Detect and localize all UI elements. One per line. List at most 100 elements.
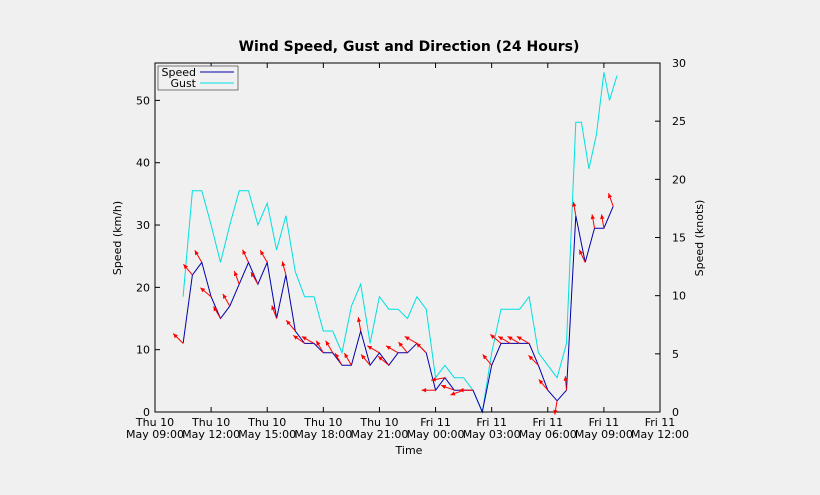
- direction-arrow-head: [378, 356, 383, 361]
- y-left-tick-label: 0: [143, 406, 150, 419]
- direction-arrow: [281, 261, 287, 276]
- legend: Speed Gust: [157, 65, 239, 91]
- direction-arrow-head: [516, 336, 522, 341]
- direction-arrow: [385, 345, 399, 354]
- direction-arrow-head: [572, 201, 577, 207]
- direction-arrow-head: [490, 334, 496, 339]
- direction-arrow: [572, 201, 577, 216]
- direction-arrow-head: [398, 342, 404, 347]
- direction-arrow-head: [404, 336, 410, 341]
- direction-arrow-head: [431, 377, 436, 382]
- direction-arrow: [356, 317, 362, 332]
- direction-arrow: [271, 305, 278, 319]
- direction-arrow: [398, 341, 408, 354]
- x-tick-label: May 00:00: [407, 428, 465, 441]
- direction-arrows: [172, 193, 614, 415]
- direction-arrow-head: [361, 354, 366, 360]
- direction-arrow-head: [563, 376, 568, 381]
- direction-arrow: [200, 287, 212, 298]
- x-tick-label: Fri 11: [532, 416, 563, 429]
- y-right-tick-label: 10: [672, 290, 686, 303]
- x-tick-label: Thu 10: [135, 416, 174, 429]
- direction-arrow-head: [590, 214, 595, 220]
- direction-arrow: [343, 352, 352, 366]
- x-axis-label: Time: [395, 444, 423, 457]
- x-tick-label: May 18:00: [294, 428, 352, 441]
- direction-arrow-head: [553, 409, 558, 415]
- y-left-tick-label: 40: [136, 157, 150, 170]
- direction-arrow: [516, 335, 530, 344]
- x-tick-label: Fri 11: [476, 416, 507, 429]
- direction-arrow-head: [183, 264, 188, 269]
- x-tick-label: Fri 11: [420, 416, 451, 429]
- direction-arrow-head: [498, 336, 504, 341]
- y-right-tick-label: 5: [672, 348, 679, 361]
- x-tick-label: Fri 11: [645, 416, 676, 429]
- direction-arrow: [242, 249, 249, 263]
- direction-arrow-head: [301, 336, 307, 341]
- direction-arrow-head: [367, 345, 373, 350]
- direction-arrow-head: [233, 271, 238, 277]
- direction-arrow: [528, 355, 539, 366]
- direction-arrow: [325, 340, 334, 354]
- direction-arrow: [194, 250, 203, 263]
- direction-arrow-head: [286, 320, 291, 326]
- direction-arrow: [259, 250, 268, 263]
- series-gust-line: [182, 72, 618, 414]
- direction-arrow: [360, 354, 371, 366]
- direction-arrow-head: [335, 353, 340, 359]
- x-tick-label: Thu 10: [303, 416, 342, 429]
- direction-arrow-head: [271, 305, 276, 311]
- y-right-tick-label: 0: [672, 406, 679, 419]
- direction-arrow: [482, 354, 493, 366]
- direction-arrow-head: [173, 333, 178, 339]
- direction-arrow-head: [213, 306, 218, 312]
- x-tick-label: May 03:00: [463, 428, 521, 441]
- direction-arrow: [590, 214, 595, 229]
- direction-arrow-head: [459, 388, 464, 393]
- chart-title: Wind Speed, Gust and Direction (24 Hours…: [239, 39, 580, 55]
- direction-arrow: [367, 345, 380, 354]
- direction-arrow: [315, 340, 324, 354]
- x-tick-label: Fri 11: [589, 416, 620, 429]
- direction-arrow: [334, 352, 343, 366]
- direction-arrow: [292, 334, 305, 344]
- legend-speed-label: Speed: [162, 66, 196, 79]
- direction-arrow: [301, 335, 315, 344]
- direction-arrow-head: [579, 249, 584, 255]
- direction-arrow: [507, 335, 520, 344]
- direction-arrow: [404, 335, 418, 344]
- direction-arrow: [578, 249, 586, 263]
- direction-arrow-head: [200, 287, 206, 293]
- y-axis-left-label: Speed (km/h): [111, 201, 124, 275]
- direction-arrow: [213, 306, 221, 319]
- direction-arrow-head: [222, 293, 227, 299]
- direction-arrow: [250, 271, 259, 285]
- legend-gust-label: Gust: [170, 77, 196, 90]
- direction-arrow-head: [441, 384, 447, 389]
- direction-arrow-head: [528, 355, 534, 361]
- direction-arrow-head: [293, 335, 299, 340]
- direction-arrow-head: [242, 249, 247, 255]
- direction-arrow-head: [344, 353, 349, 359]
- direction-arrow-head: [281, 261, 286, 267]
- direction-arrow: [600, 214, 605, 229]
- direction-arrow-head: [386, 345, 391, 350]
- direction-arrow: [285, 319, 296, 332]
- direction-arrow: [607, 193, 614, 207]
- x-tick-label: May 15:00: [238, 428, 296, 441]
- y-right-tick-label: 15: [672, 232, 686, 245]
- direction-arrow: [421, 388, 436, 393]
- direction-arrow: [431, 377, 445, 382]
- direction-arrow: [459, 388, 473, 393]
- direction-arrow: [489, 334, 502, 344]
- y-right-tick-label: 20: [672, 173, 686, 186]
- direction-arrow: [377, 355, 390, 366]
- direction-arrow-head: [421, 388, 427, 393]
- x-tick-label: May 09:00: [126, 428, 184, 441]
- direction-arrow-head: [356, 317, 362, 322]
- direction-arrow-head: [194, 250, 199, 256]
- direction-arrow-head: [250, 272, 255, 278]
